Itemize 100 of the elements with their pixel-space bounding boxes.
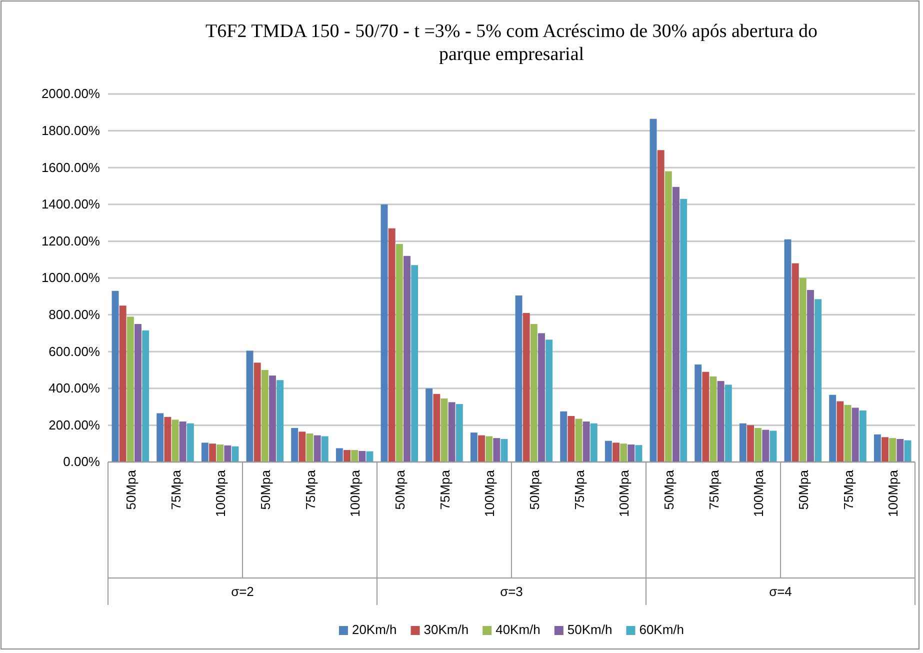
- x-tick-label: 100Mpa: [213, 469, 228, 517]
- y-tick-label: 200.00%: [48, 417, 100, 432]
- x-tick-label: 75Mpa: [572, 469, 587, 510]
- bar: [628, 444, 635, 462]
- bar: [522, 312, 530, 462]
- bar: [829, 394, 836, 462]
- bar: [426, 388, 433, 462]
- bar: [896, 439, 904, 462]
- text: σ=3: [500, 584, 523, 599]
- bar: [126, 316, 134, 462]
- y-tick-label: 1600.00%: [41, 160, 100, 175]
- bar: [814, 299, 822, 462]
- bar: [119, 306, 126, 462]
- bar: [224, 445, 232, 462]
- x-tick-label: 75Mpa: [706, 469, 722, 510]
- bar: [172, 420, 179, 462]
- bar: [500, 439, 508, 462]
- bar: [590, 423, 598, 462]
- bar: [852, 408, 859, 462]
- bar: [142, 330, 150, 462]
- bar: [575, 418, 582, 462]
- bar: [710, 376, 717, 462]
- bar: [156, 413, 164, 462]
- bar: [664, 171, 672, 462]
- bar: [448, 402, 456, 462]
- bar: [380, 204, 388, 462]
- bar: [344, 450, 350, 462]
- x-tick-label: 75Mpa: [168, 469, 184, 510]
- x-tick-label: 75Mpa: [302, 469, 318, 510]
- bar: [486, 436, 493, 462]
- bar: [770, 430, 777, 462]
- bar: [186, 423, 194, 462]
- y-tick-label: 1400.00%: [41, 196, 100, 212]
- bar: [657, 150, 664, 462]
- bar: [836, 401, 844, 462]
- y-tick-label: 2000.00%: [41, 86, 100, 102]
- bar: [269, 376, 276, 462]
- bar: [478, 435, 485, 462]
- bar: [568, 416, 575, 462]
- bar: [298, 432, 306, 462]
- bar: [604, 440, 612, 462]
- bar: [388, 228, 396, 462]
- bar: [470, 432, 478, 462]
- bar: [112, 290, 119, 462]
- legend-label: 30Km/h: [424, 622, 469, 637]
- x-tick-label: 50Mpa: [526, 469, 542, 510]
- bar: [612, 442, 620, 462]
- bar: [261, 370, 268, 462]
- x-tick-label: 100Mpa: [616, 469, 632, 517]
- bar: [433, 394, 440, 462]
- bar: [291, 428, 298, 462]
- bar: [276, 380, 284, 462]
- bar: [724, 384, 732, 462]
- bar: [164, 416, 172, 462]
- bar: [321, 436, 328, 462]
- bar: [209, 444, 216, 462]
- y-tick-label: 1800.00%: [41, 122, 100, 138]
- bar: [904, 440, 912, 462]
- bar: [680, 198, 688, 462]
- legend-label: 60Km/h: [639, 622, 684, 637]
- bar: [739, 423, 746, 462]
- text: σ=4: [769, 584, 792, 599]
- bar: [754, 428, 762, 462]
- bar: [134, 324, 142, 462]
- y-tick-label: 600.00%: [48, 344, 100, 359]
- bar: [874, 434, 881, 462]
- bar: [306, 433, 314, 462]
- bar: [650, 118, 657, 462]
- bar: [807, 290, 814, 462]
- bar: [747, 425, 754, 462]
- bar: [179, 422, 186, 462]
- bar: [717, 381, 724, 462]
- bar: [411, 265, 418, 462]
- bar: [404, 256, 410, 462]
- bar: [456, 404, 463, 462]
- x-tick-label: 100Mpa: [348, 469, 363, 517]
- bar: [702, 372, 710, 462]
- bar: [538, 333, 545, 462]
- bar: [366, 451, 374, 462]
- bar: [232, 446, 239, 462]
- bar: [530, 324, 538, 462]
- x-tick-label: 100Mpa: [482, 469, 498, 517]
- x-tick-label: 50Mpa: [796, 469, 811, 510]
- bar: [784, 239, 792, 462]
- x-tick-label: 50Mpa: [123, 469, 138, 510]
- y-tick-label: 400.00%: [48, 380, 100, 396]
- bar: [216, 444, 224, 462]
- x-tick-label: 50Mpa: [661, 469, 676, 510]
- y-tick-label: 0.00%: [63, 454, 100, 470]
- bar: [859, 410, 866, 462]
- x-tick-label: 100Mpa: [886, 469, 901, 517]
- text: σ=2: [231, 584, 254, 599]
- bar: [635, 445, 642, 462]
- x-tick-label: 100Mpa: [751, 469, 766, 517]
- bar: [694, 364, 702, 462]
- bar: [314, 435, 321, 462]
- bar: [582, 422, 590, 462]
- y-tick-label: 1000.00%: [41, 270, 100, 286]
- bar: [336, 448, 343, 462]
- x-tick-label: 75Mpa: [840, 469, 856, 510]
